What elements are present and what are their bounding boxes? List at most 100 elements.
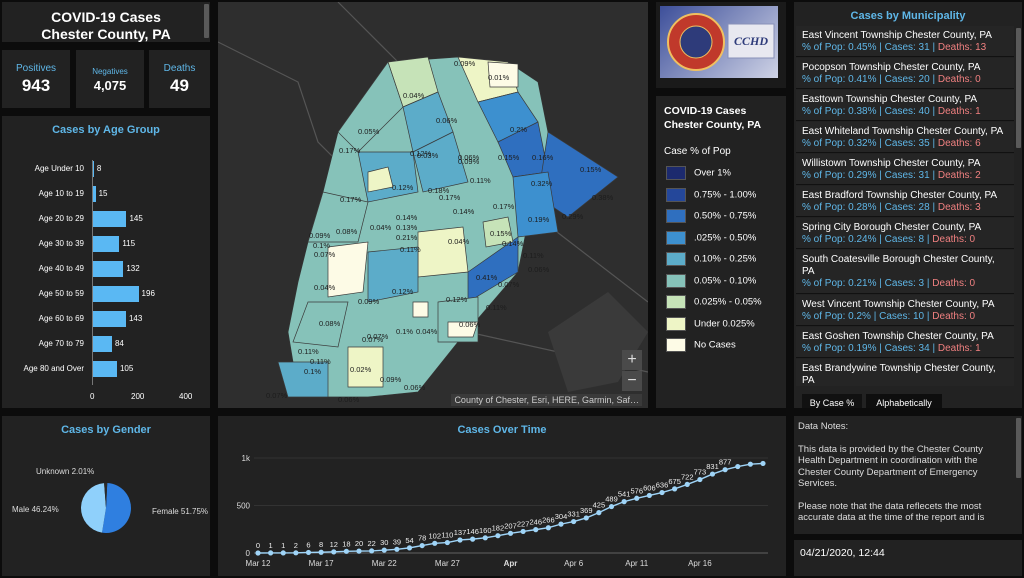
municipality-polygon[interactable] [417,226,469,278]
municipality-item[interactable]: East Vincent Township Chester County, PA… [796,26,1014,57]
data-point[interactable] [558,521,564,527]
municipality-scrollbar[interactable] [1016,28,1021,148]
data-point[interactable] [432,540,438,546]
data-point[interactable] [381,547,387,553]
data-point[interactable] [571,518,577,525]
county-map[interactable]: 0.09%0.01%0.04%0.06%0.05% 0.2%0.12% 0.06%0… [218,2,648,408]
data-point[interactable] [747,461,753,467]
data-point[interactable] [520,528,526,535]
data-point[interactable] [470,536,476,542]
municipality-list[interactable]: East Vincent Township Chester County, PA… [794,26,1022,386]
tab-by-case-percent[interactable]: By Case % [802,394,862,408]
municipality-polygon[interactable] [347,346,384,388]
municipality-item[interactable]: South Coatesville Borough Chester County… [796,250,1014,294]
age-category-label: Age 60 to 69 [38,314,84,323]
data-point[interactable] [343,548,349,554]
data-point[interactable] [495,533,501,539]
tab-alphabetically[interactable]: Alphabetically [866,394,942,408]
legend-label: 0.05% - 0.10% [694,275,757,287]
data-point[interactable] [634,495,640,501]
age-bar[interactable] [92,261,124,277]
data-point[interactable] [621,499,627,505]
data-point[interactable] [394,546,400,552]
municipality-item[interactable]: Pocopson Township Chester County, PA% of… [796,58,1014,89]
municipality-name: East Vincent Township Chester County, PA [802,30,992,41]
municipality-polygon[interactable] [292,301,349,348]
age-bar-value: 8 [96,164,102,173]
data-point[interactable] [331,549,337,555]
data-point[interactable] [672,486,678,492]
data-point[interactable] [482,535,488,541]
data-point[interactable] [507,530,514,536]
map-pct-label: 0.1% [396,327,413,336]
municipality-polygon[interactable] [367,246,419,303]
data-point[interactable] [268,550,274,556]
municipality-polygon[interactable] [487,61,519,88]
negatives-card: Negatives 4,075 [76,50,144,108]
zoom-out-button[interactable]: − [622,371,642,391]
data-point[interactable] [583,515,589,521]
data-point[interactable] [318,549,324,555]
notes-scrollbar[interactable] [1016,418,1021,478]
age-bar[interactable] [92,311,126,327]
gender-slice[interactable] [104,483,108,508]
municipality-polygon[interactable] [412,131,469,193]
age-bar[interactable] [92,286,139,302]
municipality-item[interactable]: East Brandywine Township Chester County,… [796,359,1014,386]
legend-item: 0.10% - 0.25% [666,252,756,266]
municipality-polygon[interactable] [327,241,369,298]
municipality-polygon[interactable] [307,191,369,243]
data-point[interactable] [697,476,703,483]
data-point[interactable] [684,481,690,488]
data-point[interactable] [659,489,665,496]
data-point[interactable] [735,463,741,470]
age-bar[interactable] [92,361,117,377]
data-point[interactable] [646,492,652,499]
age-bar[interactable] [92,336,112,352]
municipality-polygon[interactable] [367,166,394,193]
map-attribution[interactable]: County of Chester, Esri, HERE, Garmin, S… [451,394,642,406]
map-pct-label: 0.17% [339,146,361,155]
data-label: 1 [269,541,273,550]
municipality-item[interactable]: West Vincent Township Chester County, PA… [796,295,1014,326]
data-point[interactable] [545,525,551,531]
data-point[interactable] [709,471,716,477]
data-point[interactable] [255,550,261,556]
data-point[interactable] [280,550,286,556]
map-pct-label: 0.14% [502,239,524,248]
data-point[interactable] [419,542,425,549]
data-point[interactable] [305,549,312,556]
data-point[interactable] [457,537,463,543]
map-panel[interactable]: 0.09% 0.01% 0.04% 0.06% 0.05% 0.2% 0.12% 0.06% 0… [218,2,648,408]
municipality-polygon[interactable] [412,301,429,318]
municipality-item[interactable]: Spring City Borough Chester County, PA% … [796,218,1014,249]
municipality-item[interactable]: East Goshen Township Chester County, PA%… [796,327,1014,358]
data-point[interactable] [760,460,766,467]
municipality-name: Spring City Borough Chester County, PA [802,222,982,233]
municipality-polygon[interactable] [512,171,559,238]
data-point[interactable] [293,550,299,556]
age-bar[interactable] [92,211,127,227]
data-point[interactable] [533,527,539,533]
municipality-item[interactable]: Easttown Township Chester County, PA% of… [796,90,1014,121]
gender-slice[interactable] [102,483,132,533]
data-point[interactable] [356,548,362,554]
data-point[interactable] [369,548,375,554]
municipality-item[interactable]: East Whiteland Township Chester County, … [796,122,1014,153]
municipality-item[interactable]: Willistown Township Chester County, PA% … [796,154,1014,185]
age-bar[interactable] [92,236,120,252]
data-point[interactable] [444,539,450,546]
data-point[interactable] [608,503,615,510]
data-point[interactable] [722,467,728,473]
zoom-in-button[interactable]: + [622,350,642,370]
age-bar[interactable] [92,186,96,202]
municipality-polygon[interactable] [447,321,479,338]
scrollbar[interactable] [204,4,209,38]
data-point[interactable] [406,545,413,551]
gender-slice[interactable] [81,483,106,533]
municipality-polygon[interactable] [482,216,514,248]
data-point[interactable] [596,510,602,516]
municipality-item[interactable]: East Bradford Township Chester County, P… [796,186,1014,217]
municipality-polygon[interactable] [467,236,519,303]
municipality-polygon[interactable] [277,361,329,398]
